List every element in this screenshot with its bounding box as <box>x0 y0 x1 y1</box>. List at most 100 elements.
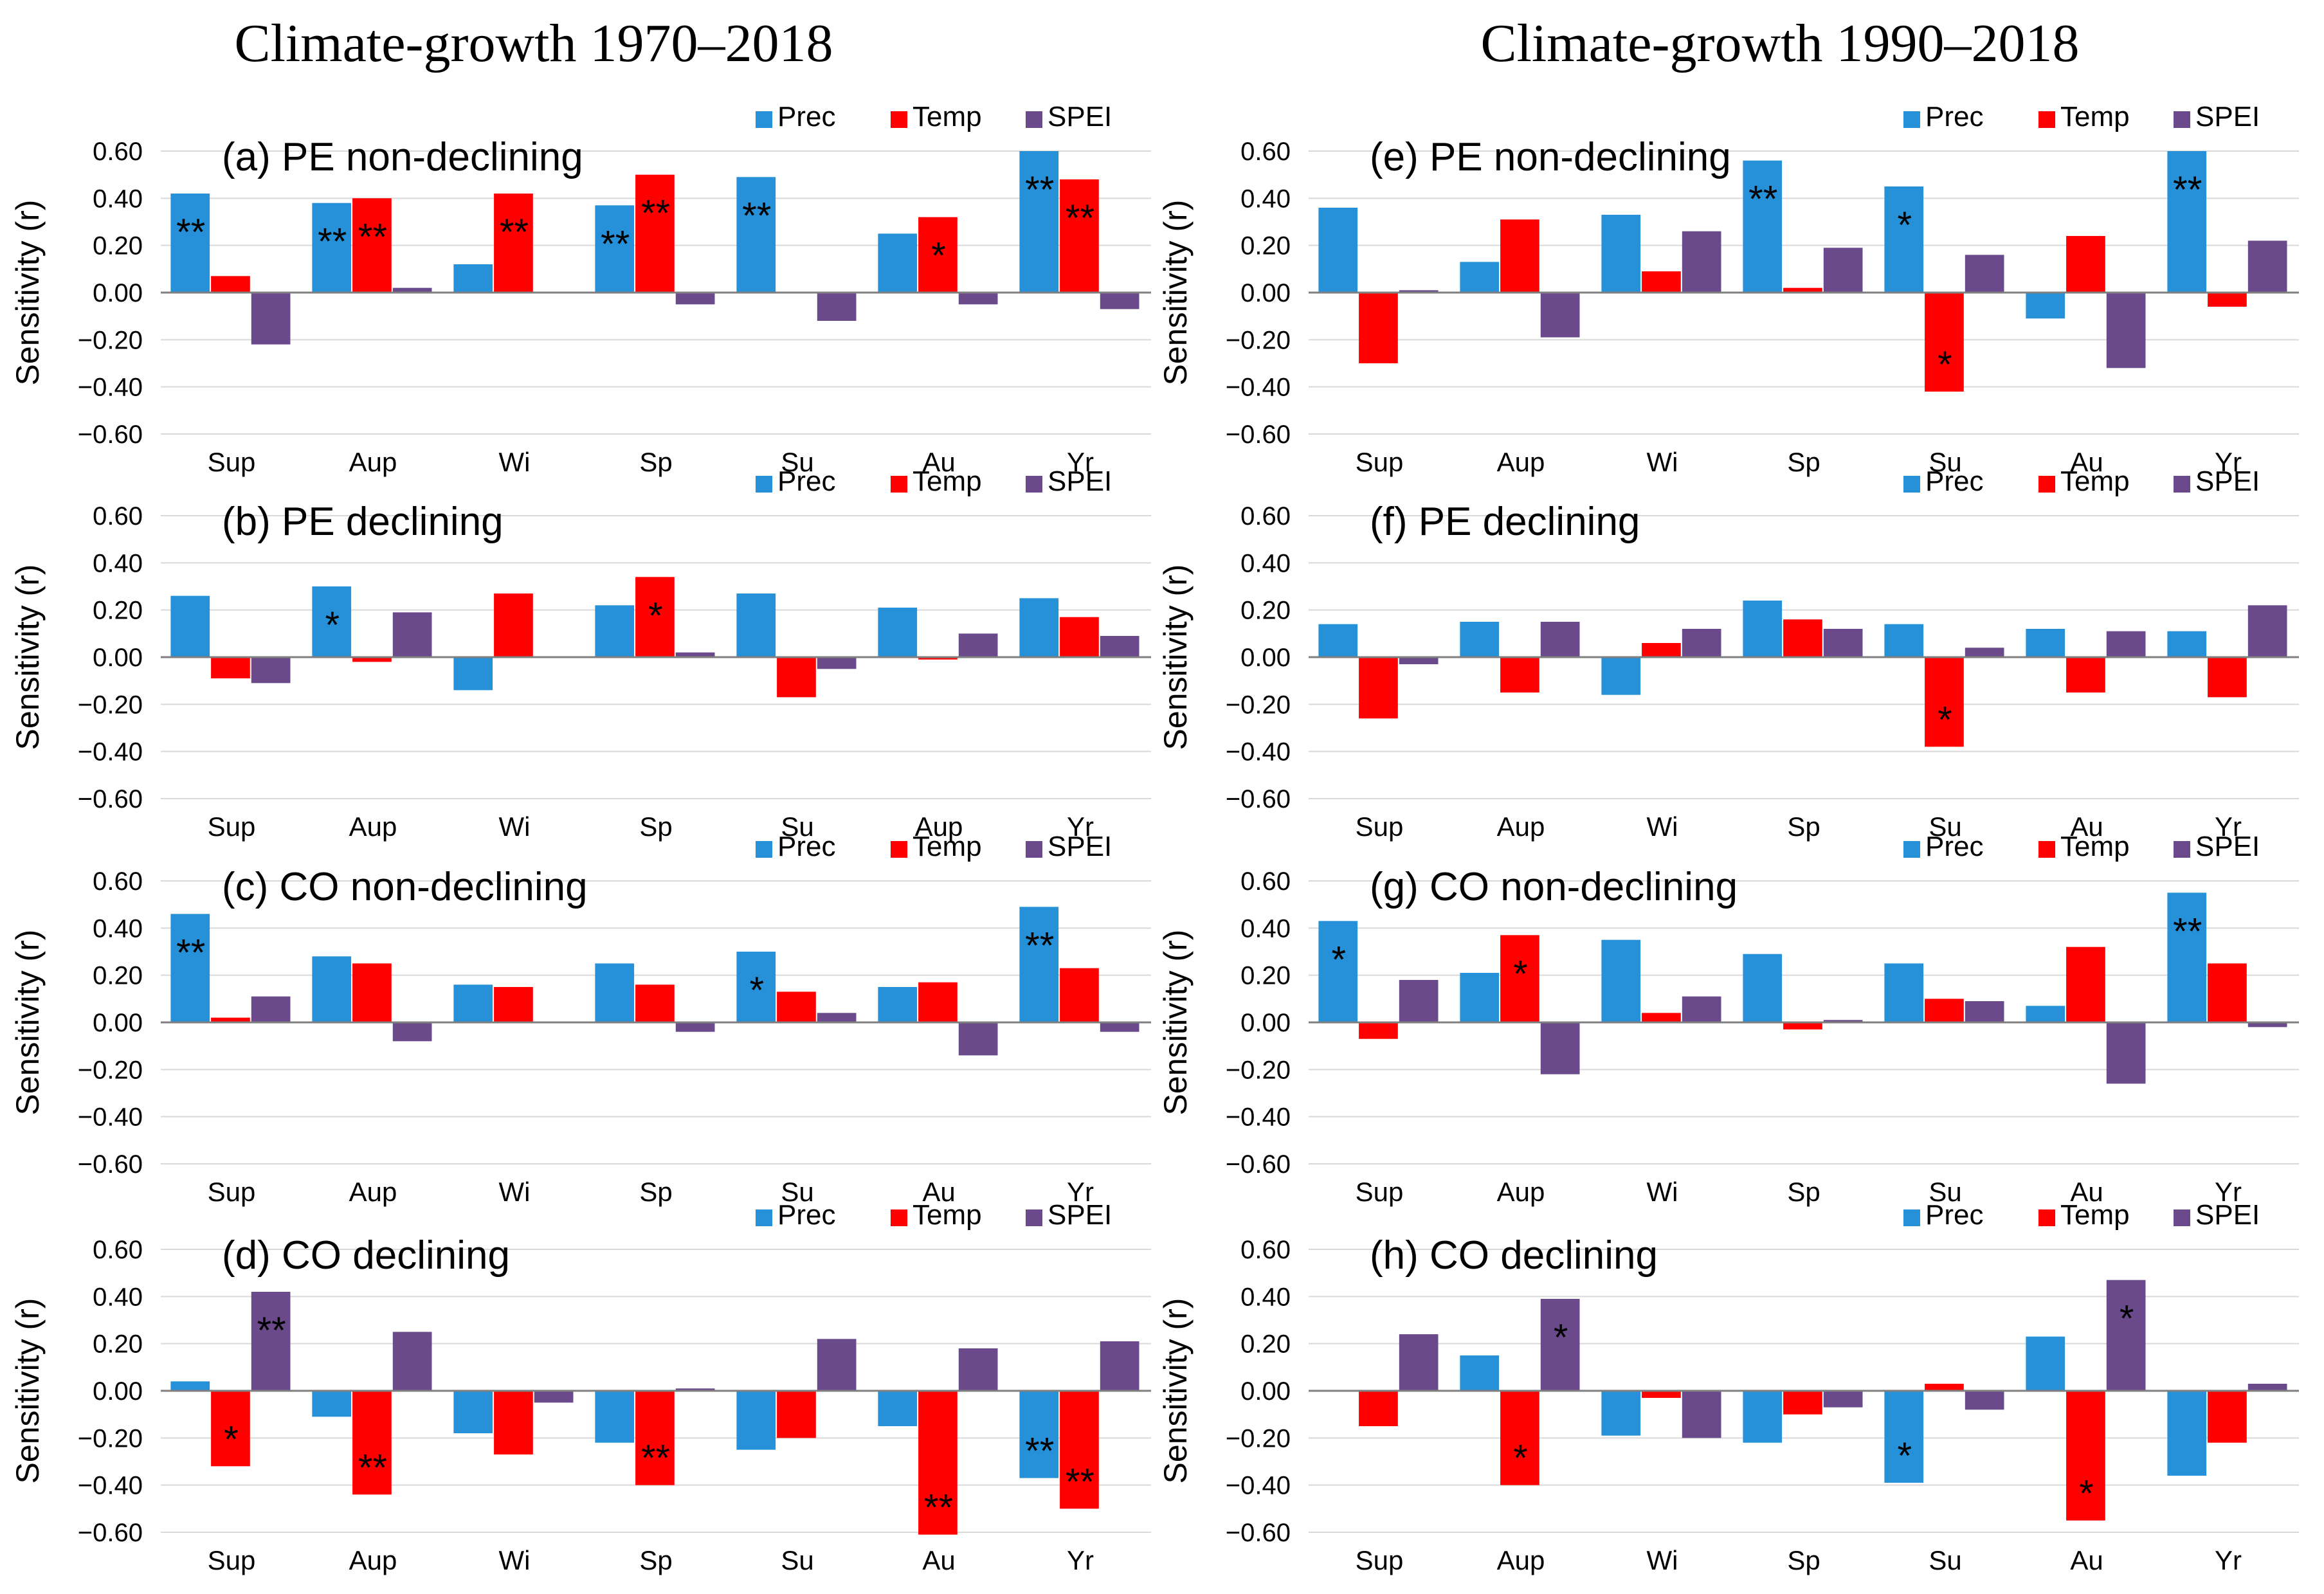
chart-2-bar-prec <box>878 987 918 1022</box>
chart-0-legend-swatch-spei <box>1026 111 1042 128</box>
chart-7-ytick-label: 0.60 <box>1240 1236 1291 1264</box>
chart-1-legend-label: Temp <box>912 466 982 497</box>
chart-1-bar-temp <box>918 657 958 660</box>
chart-2-bar-spei <box>958 1022 998 1056</box>
chart-1-ytick-label: −0.40 <box>78 738 143 766</box>
chart-6-ytick-label: −0.40 <box>1226 1103 1291 1132</box>
chart-4-bar-prec <box>1460 262 1500 293</box>
chart-1-category-label: Su <box>781 811 813 842</box>
chart-6-bar-spei <box>1682 996 1721 1022</box>
chart-3-ytick-label: −0.60 <box>78 1519 143 1547</box>
chart-4-category-label: Su <box>1929 447 1961 477</box>
chart-6-category-label: Aup <box>1497 1177 1545 1207</box>
chart-2-legend-label: Prec <box>777 831 835 862</box>
chart-7-ytick-label: 0.20 <box>1240 1330 1291 1359</box>
chart-5-ytick-label: −0.20 <box>1226 691 1291 719</box>
chart-1-bar-prec <box>595 605 635 657</box>
chart-2-bar-spei <box>1100 1022 1139 1032</box>
chart-0-category-label: Wi <box>499 447 531 477</box>
chart-4-legend-swatch-temp <box>2038 111 2055 128</box>
chart-7-ytick-label: −0.20 <box>1226 1424 1291 1453</box>
chart-5-ytick-label: −0.40 <box>1226 738 1291 766</box>
chart-5-bar-temp <box>1500 657 1539 693</box>
chart-7-bar-temp <box>1925 1384 1964 1391</box>
chart-6-legend-label: SPEI <box>2195 831 2260 862</box>
chart-4-bar-temp <box>1783 287 1822 293</box>
chart-0-bar-temp <box>1060 179 1099 293</box>
chart-4-category-label: Au <box>2070 447 2103 477</box>
chart-6-bar-prec <box>1318 921 1358 1022</box>
chart-1-ytick-label: 0.60 <box>93 502 143 530</box>
chart-0-bar-spei <box>251 293 291 345</box>
chart-3-significance-marker: ** <box>924 1487 953 1529</box>
chart-3-ylabel: Sensitivity (r) <box>10 1298 46 1484</box>
chart-3-bar-temp <box>211 1391 250 1467</box>
chart-6-category-label: Au <box>2070 1177 2103 1207</box>
chart-7-legend-swatch-temp <box>2038 1209 2055 1226</box>
chart-2-bar-temp <box>1060 968 1099 1022</box>
chart-6-bar-spei <box>2106 1022 2146 1084</box>
chart-0-legend-swatch-temp <box>891 111 907 128</box>
chart-1-bar-temp <box>635 577 675 657</box>
chart-0-significance-marker: ** <box>641 193 670 235</box>
chart-3-bar-temp <box>494 1391 533 1454</box>
chart-7-legend-swatch-prec <box>1903 1209 1920 1226</box>
chart-0-significance-marker: ** <box>500 212 529 253</box>
chart-2-category-label: Su <box>781 1177 813 1207</box>
chart-3-ytick-label: 0.40 <box>93 1283 143 1311</box>
chart-5-legend-label: Temp <box>2060 466 2130 497</box>
chart-0-ylabel: Sensitivity (r) <box>10 200 46 386</box>
chart-7-category-label: Yr <box>2215 1545 2242 1575</box>
chart-0-significance-marker: ** <box>358 216 387 258</box>
chart-0-bar-prec <box>170 194 210 293</box>
chart-5-bar-spei <box>2247 605 2287 657</box>
chart-1-bar-spei <box>958 633 998 657</box>
chart-0-significance-marker: ** <box>176 212 205 253</box>
chart-2-legend-label: Temp <box>912 831 982 862</box>
chart-1-category-label: Sp <box>639 811 672 842</box>
chart-4-ylabel: Sensitivity (r) <box>1157 200 1194 386</box>
chart-2-ytick-label: 0.00 <box>93 1009 143 1037</box>
chart-6-category-label: Su <box>1929 1177 1961 1207</box>
chart-7-legend-swatch-spei <box>2174 1209 2190 1226</box>
chart-1-bar-prec <box>312 586 352 657</box>
chart-0-bar-spei <box>675 293 715 305</box>
chart-4-category-label: Sup <box>1356 447 1404 477</box>
chart-6-legend-swatch-temp <box>2038 841 2055 858</box>
chart-5-bar-prec <box>2167 631 2207 657</box>
chart-2-category-label: Au <box>922 1177 955 1207</box>
chart-1-legend-label: SPEI <box>1048 466 1112 497</box>
chart-0-bar-spei <box>817 293 857 321</box>
chart-2-bar-prec <box>312 956 352 1022</box>
chart-7-bar-temp <box>1359 1391 1398 1426</box>
chart-1-ytick-label: 0.20 <box>93 597 143 625</box>
chart-2-ytick-label: −0.60 <box>78 1150 143 1179</box>
chart-5-ytick-label: 0.00 <box>1240 644 1291 672</box>
chart-3-ytick-label: 0.00 <box>93 1377 143 1406</box>
chart-6-category-label: Sp <box>1787 1177 1820 1207</box>
chart-7-category-label: Wi <box>1647 1545 1678 1575</box>
chart-0-bar-prec <box>595 205 635 293</box>
chart-3-bar-temp <box>1060 1391 1099 1509</box>
chart-6-bar-prec <box>2026 1006 2065 1022</box>
chart-7-category-label: Sup <box>1356 1545 1404 1575</box>
chart-0-bar-prec <box>736 177 776 293</box>
chart-2-legend-swatch-prec <box>756 841 772 858</box>
chart-4-legend-swatch-prec <box>1903 111 1920 128</box>
chart-5-legend-label: SPEI <box>2195 466 2260 497</box>
chart-1-bar-prec <box>1019 598 1059 657</box>
chart-0-category-label: Su <box>781 447 813 477</box>
chart-6-bar-temp <box>2208 963 2247 1022</box>
chart-1-bar-prec <box>453 657 493 691</box>
chart-0-bar-spei <box>958 293 998 305</box>
chart-5-bar-temp <box>2066 657 2105 693</box>
chart-4-bar-prec <box>2167 151 2207 293</box>
chart-3-legend-swatch-prec <box>756 1209 772 1226</box>
chart-6-category-label: Wi <box>1647 1177 1678 1207</box>
chart-2-bar-prec <box>1019 907 1059 1022</box>
chart-0-category-label: Sp <box>639 447 672 477</box>
chart-5-ytick-label: 0.20 <box>1240 597 1291 625</box>
chart-5-bar-spei <box>1965 648 2004 657</box>
chart-3-significance-marker: ** <box>1066 1461 1094 1503</box>
